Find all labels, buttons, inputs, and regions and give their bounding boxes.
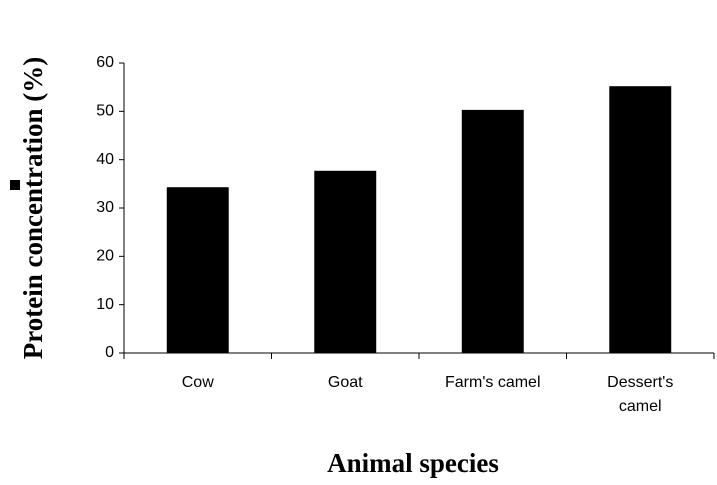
y-tick-label: 30 [96,199,114,216]
x-tick-label: Farm's camel [444,374,541,391]
bar [314,170,377,353]
x-tick-label: Goat [327,374,363,391]
y-tick-label: 10 [96,296,114,313]
y-axis-title: Protein concentration (%) [18,57,48,359]
x-tick-label: Cow [181,374,214,391]
y-tick-label: 60 [96,54,114,71]
bar [166,187,229,353]
bar [461,109,524,353]
y-tick-label: 50 [96,103,114,120]
bar [609,86,672,353]
x-axis-title: Animal species [327,448,499,478]
x-tick-label: Dessert's camel [607,374,674,415]
y-tick-label: 0 [105,344,114,361]
legend-marker [10,180,20,190]
y-tick-label: 40 [96,151,114,168]
y-tick-label: 20 [96,248,114,265]
